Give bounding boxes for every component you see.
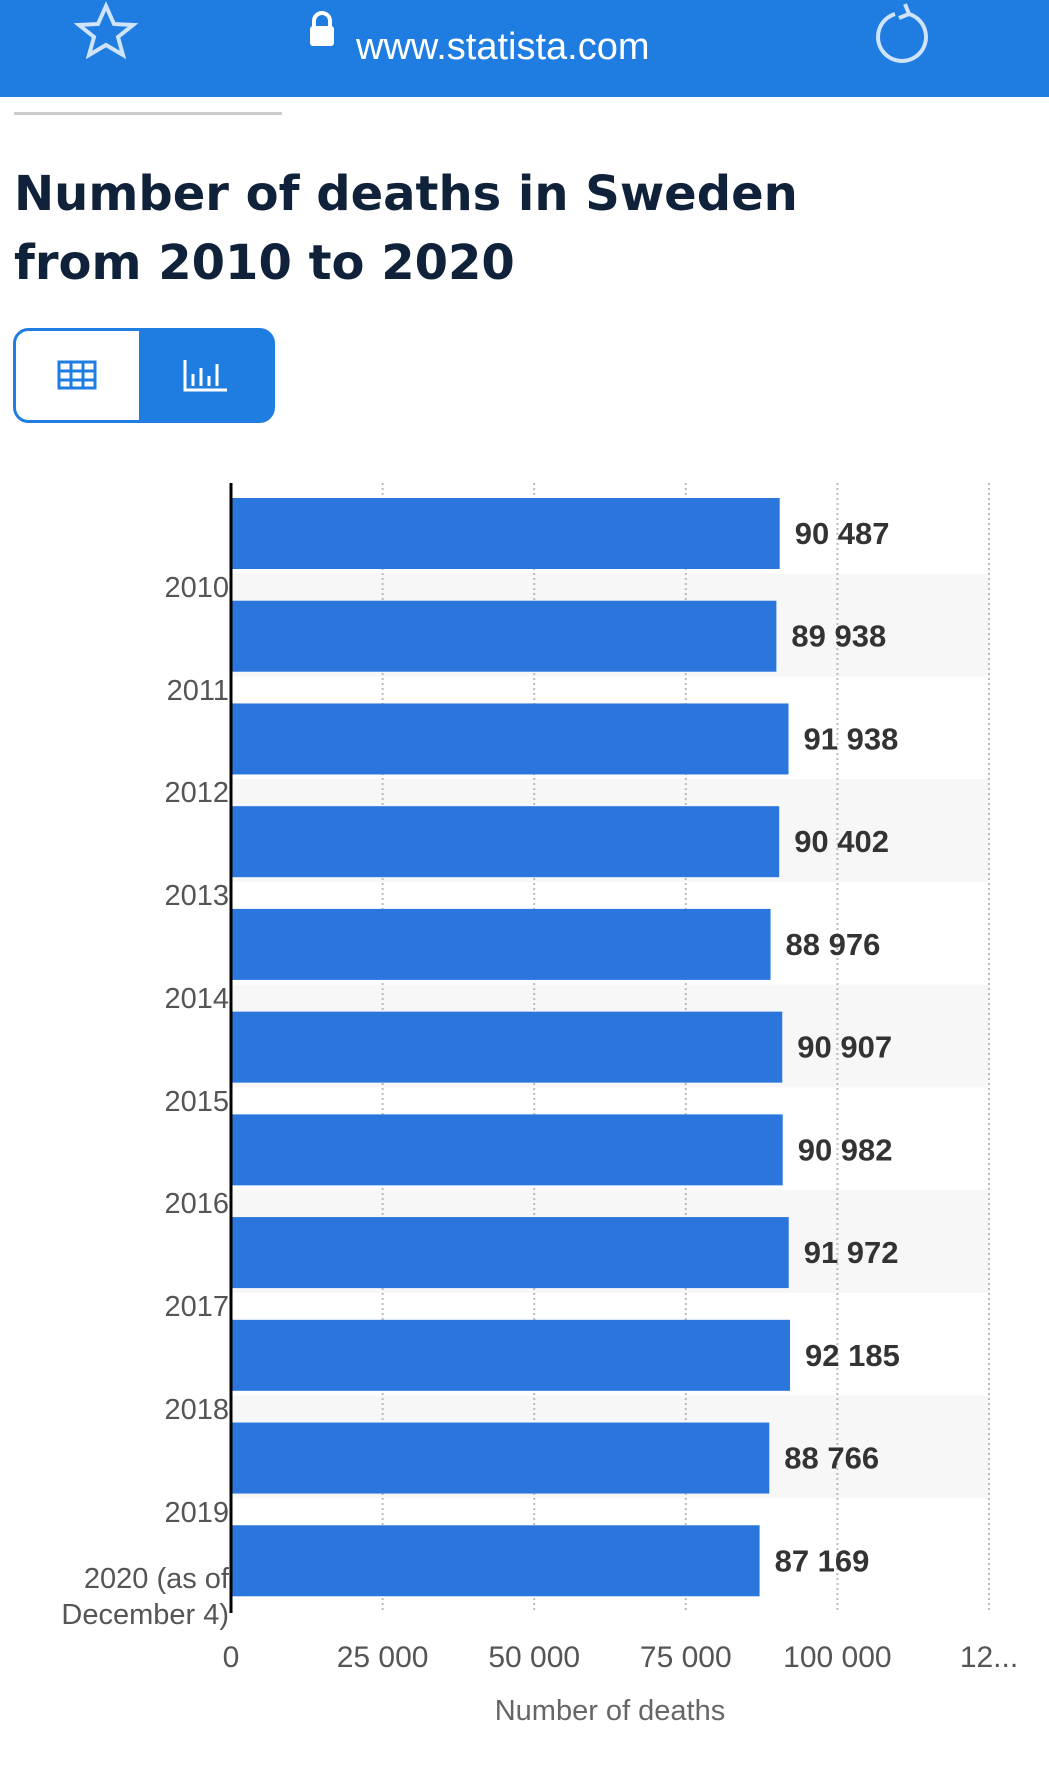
value-label: 90 907 [797, 1030, 892, 1065]
x-tick-label: 50 000 [488, 1641, 580, 1674]
lock-icon [310, 26, 334, 46]
reload-icon[interactable] [876, 12, 928, 63]
browser-bar: www.statista.com [0, 0, 1049, 97]
x-tick-label: 75 000 [640, 1641, 732, 1674]
chart-button[interactable] [139, 329, 273, 422]
y-tick-label: 2018 [164, 1393, 229, 1426]
y-tick-label: 2012 [164, 777, 229, 810]
y-tick-label: 2014 [164, 982, 229, 1015]
x-tick-label: 12... [960, 1641, 1018, 1674]
value-label: 90 982 [798, 1132, 893, 1167]
y-tick-label: 2010 [164, 572, 229, 604]
value-label: 92 185 [805, 1338, 900, 1373]
value-label: 87 169 [775, 1543, 870, 1578]
bar [231, 1422, 770, 1494]
lock-shackle [312, 11, 332, 27]
bar [231, 498, 780, 569]
x-tick-label: 0 [223, 1641, 240, 1674]
browser-icons [73, 1, 928, 63]
y-tick-label: 2016 [164, 1188, 229, 1221]
value-label: 88 976 [786, 927, 881, 962]
bar [231, 1011, 783, 1083]
y-tick-label: 2015 [164, 1085, 229, 1118]
value-label: 90 402 [794, 824, 889, 859]
reload-arrow [898, 3, 912, 20]
value-label: 90 487 [795, 516, 890, 551]
x-tick-label: 25 000 [337, 1641, 429, 1674]
bar [231, 703, 789, 775]
value-label: 91 938 [804, 721, 899, 756]
y-tick-label: 2013 [164, 880, 229, 913]
table-icon [57, 360, 97, 390]
bar [231, 600, 777, 672]
bar [231, 1114, 783, 1186]
x-tick-label: 100 000 [783, 1641, 891, 1674]
value-label: 91 972 [804, 1235, 899, 1270]
bar [231, 1217, 789, 1289]
view-toggle [13, 328, 275, 423]
bar [231, 908, 771, 980]
star-icon[interactable] [73, 1, 139, 60]
bar [231, 806, 780, 878]
value-label: 88 766 [784, 1441, 879, 1476]
chart-icon [183, 360, 227, 392]
url[interactable]: www.statista.com [356, 26, 650, 68]
y-tick-label: 2020 (as of December 4) [61, 1563, 229, 1632]
bar [231, 1525, 760, 1597]
chart-title: Number of deaths in Sweden from 2010 to … [14, 166, 798, 291]
divider [14, 112, 282, 115]
x-axis-title: Number of deaths [495, 1695, 726, 1727]
y-tick-label: 2017 [164, 1291, 229, 1324]
y-tick-label: 2019 [164, 1496, 229, 1529]
bar [231, 1319, 791, 1391]
value-label: 89 938 [791, 619, 886, 654]
y-tick-label: 2011 [166, 674, 229, 707]
